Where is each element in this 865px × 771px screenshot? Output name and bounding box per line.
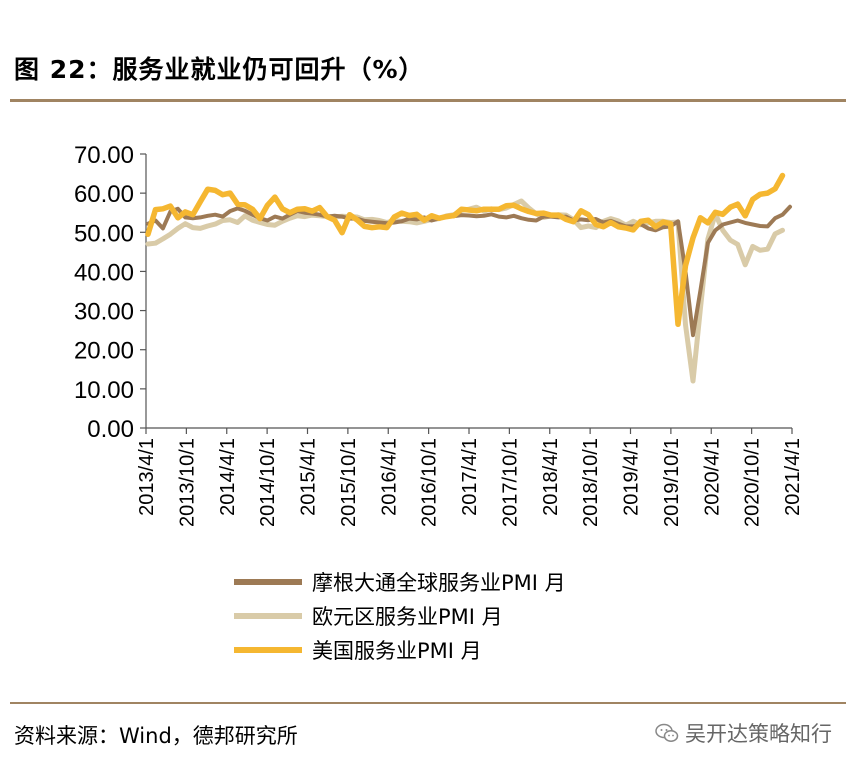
x-tick-label: 2019/4/1 (621, 438, 643, 516)
x-tick-label: 2017/10/1 (499, 438, 521, 527)
watermark: 吴开达策略知行 (655, 718, 832, 748)
x-tick-label: 2020/4/1 (701, 438, 723, 516)
y-tick-label: 10.00 (74, 377, 134, 404)
legend-label-us: 美国服务业PMI 月 (312, 639, 482, 663)
x-tick-label: 2021/4/1 (782, 438, 804, 516)
x-tick-label: 2013/4/1 (136, 438, 158, 516)
x-tick-label: 2013/10/1 (176, 438, 198, 527)
top-rule (10, 99, 846, 102)
series-lines (145, 172, 792, 384)
figure-title: 图 22：服务业就业仍可回升（%） (14, 55, 425, 84)
bottom-rule (10, 702, 846, 704)
pmi-line-chart: 0.0010.0020.0030.0040.0050.0060.0070.00 … (74, 142, 804, 663)
x-tick-label: 2015/10/1 (338, 438, 360, 527)
y-tick-label: 60.00 (74, 181, 134, 208)
y-tick-label: 70.00 (74, 142, 134, 169)
x-tick-label: 2014/10/1 (257, 438, 279, 527)
series-line-global (146, 204, 792, 338)
x-tick-label: 2018/10/1 (580, 438, 602, 527)
y-tick-label: 40.00 (74, 259, 134, 286)
y-tick-label: 30.00 (74, 299, 134, 326)
y-tick-label: 20.00 (74, 338, 134, 365)
x-tick-label: 2016/4/1 (378, 438, 400, 516)
x-tick-label: 2020/10/1 (742, 438, 764, 527)
x-tick-label: 2018/4/1 (540, 438, 562, 516)
series-line-us (145, 172, 786, 328)
wechat-icon (655, 723, 679, 742)
x-tick-label: 2019/10/1 (661, 438, 683, 527)
x-axis: 2013/4/1 2013/10/1 2014/4/1 2014/10/1 2015/4… (136, 427, 804, 527)
x-tick-label: 2015/4/1 (298, 438, 320, 516)
source-note: 资料来源：Wind，德邦研究所 (14, 724, 298, 748)
watermark-text: 吴开达策略知行 (685, 722, 832, 746)
x-tick-label: 2014/4/1 (217, 438, 239, 516)
legend-label-global: 摩根大通全球服务业PMI 月 (312, 571, 566, 595)
y-tick-label: 50.00 (74, 220, 134, 247)
legend-label-euro: 欧元区服务业PMI 月 (312, 605, 503, 629)
y-tick-label: 0.00 (87, 416, 134, 443)
x-tick-label: 2017/4/1 (459, 438, 481, 516)
x-tick-label: 2016/10/1 (419, 438, 441, 527)
y-axis: 0.00 10.00 20.00 30.00 40.00 50.00 60.00 70.00 (74, 142, 147, 443)
